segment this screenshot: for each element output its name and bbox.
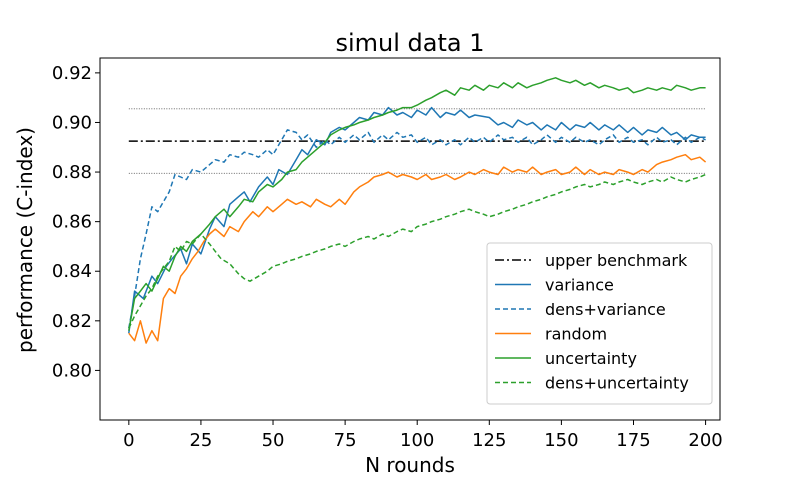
legend-label: random bbox=[545, 325, 607, 344]
x-tick-label: 100 bbox=[400, 430, 434, 451]
x-tick-label: 150 bbox=[544, 430, 578, 451]
x-tick-label: 25 bbox=[189, 430, 212, 451]
legend-box bbox=[486, 242, 713, 405]
legend: upper benchmark variance dens+variance rand… bbox=[486, 242, 713, 405]
plot-frame bbox=[99, 57, 721, 421]
y-tick-label: 0.80 bbox=[52, 360, 92, 381]
legend-label: dens+variance bbox=[545, 300, 666, 319]
x-tick-label: 175 bbox=[616, 430, 650, 451]
series-line-uncertainty bbox=[128, 77, 706, 331]
legend-label: variance bbox=[545, 276, 614, 295]
legend-label: uncertainty bbox=[545, 349, 637, 368]
series-line-dens-variance bbox=[128, 129, 706, 329]
y-tick-label: 0.92 bbox=[52, 63, 92, 84]
series-line-variance bbox=[128, 106, 706, 334]
x-tick-label: 75 bbox=[334, 430, 357, 451]
y-tick-label: 0.84 bbox=[52, 261, 92, 282]
y-tick-label: 0.82 bbox=[52, 311, 92, 332]
y-tick-label: 0.90 bbox=[52, 112, 92, 133]
chart-title: simul data 1 bbox=[335, 29, 484, 57]
y-tick-label: 0.86 bbox=[52, 212, 92, 233]
x-tick-label: 200 bbox=[688, 430, 722, 451]
legend-label: upper benchmark bbox=[545, 251, 688, 270]
x-tick-label: 125 bbox=[472, 430, 506, 451]
axis-ticks: 0 25 50 75 100 125 150 175 200 0.80 0.82 0.84 0.86 0.… bbox=[52, 63, 723, 451]
series-line-random bbox=[128, 153, 707, 344]
legend-label: dens+uncertainty bbox=[545, 374, 689, 393]
y-tick-label: 0.88 bbox=[52, 162, 92, 183]
y-axis-label: performance (C-index) bbox=[13, 127, 37, 353]
x-tick-label: 0 bbox=[123, 430, 134, 451]
series-line-dens-uncertainty bbox=[128, 173, 706, 329]
x-tick-label: 50 bbox=[262, 430, 285, 451]
series-layer bbox=[128, 77, 707, 344]
x-axis-label: N rounds bbox=[365, 453, 455, 477]
